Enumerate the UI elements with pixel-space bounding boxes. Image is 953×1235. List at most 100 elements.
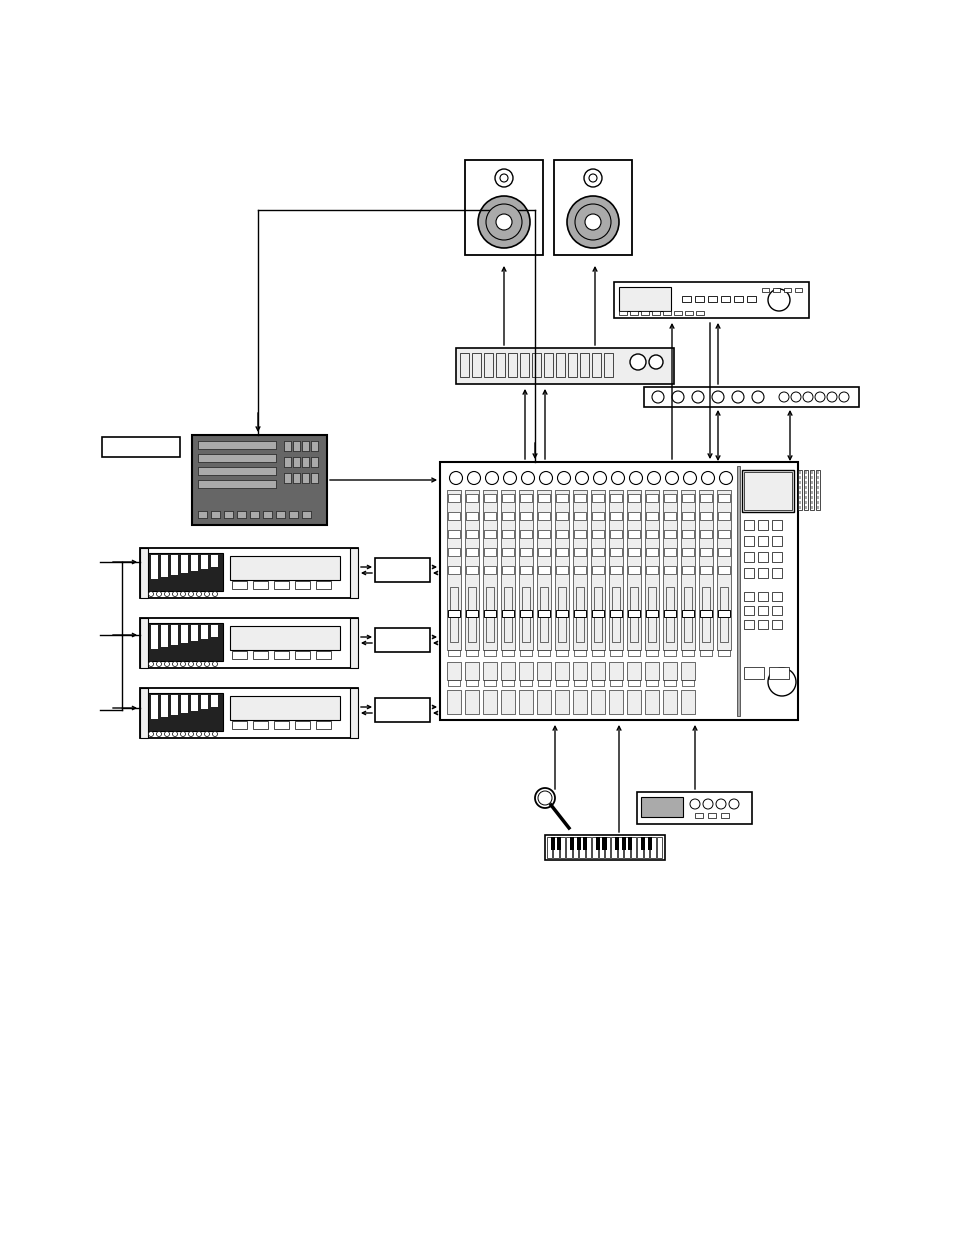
Bar	[804, 480, 806, 484]
Bar	[733, 296, 742, 303]
Circle shape	[149, 731, 153, 736]
Bar	[681, 610, 693, 618]
Bar	[501, 494, 514, 501]
Bar	[810, 501, 812, 504]
Bar	[771, 568, 781, 578]
Bar	[718, 494, 729, 501]
Bar	[816, 506, 818, 509]
Circle shape	[172, 662, 177, 667]
Bar	[627, 837, 632, 850]
Bar	[140, 688, 357, 739]
Circle shape	[496, 214, 512, 230]
Bar	[556, 513, 567, 520]
Bar	[544, 835, 664, 860]
Bar	[771, 620, 781, 629]
Circle shape	[629, 472, 641, 484]
Bar	[483, 680, 496, 685]
Bar	[302, 457, 309, 467]
Circle shape	[700, 472, 714, 484]
Bar	[181, 555, 188, 573]
Bar	[496, 353, 504, 377]
Bar	[758, 606, 767, 615]
Bar	[609, 610, 621, 618]
Circle shape	[164, 731, 170, 736]
Bar	[743, 620, 753, 629]
Circle shape	[172, 592, 177, 597]
Bar	[645, 548, 658, 556]
Bar	[574, 566, 585, 574]
Circle shape	[499, 174, 507, 182]
Bar	[140, 548, 148, 598]
Bar	[700, 650, 711, 656]
Bar	[637, 837, 642, 858]
Bar	[574, 610, 585, 618]
Bar	[758, 536, 767, 546]
Bar	[700, 494, 711, 501]
Circle shape	[651, 391, 663, 403]
Bar	[501, 548, 514, 556]
Bar	[700, 548, 711, 556]
Bar	[253, 721, 268, 729]
Bar	[448, 548, 459, 556]
Bar	[148, 553, 223, 592]
Bar	[651, 311, 659, 315]
Bar	[519, 353, 529, 377]
Bar	[181, 625, 188, 643]
Circle shape	[539, 472, 552, 484]
Circle shape	[647, 472, 659, 484]
Bar	[465, 610, 477, 618]
Bar	[612, 587, 619, 642]
Bar	[148, 622, 223, 661]
Bar	[592, 650, 603, 656]
Bar	[645, 680, 658, 685]
Bar	[230, 556, 339, 580]
Bar	[576, 837, 580, 850]
Bar	[302, 473, 309, 483]
Bar	[815, 471, 820, 510]
Circle shape	[689, 799, 700, 809]
Circle shape	[156, 662, 161, 667]
Circle shape	[665, 472, 678, 484]
Circle shape	[767, 668, 795, 697]
Bar	[447, 690, 460, 714]
Bar	[574, 530, 585, 538]
Bar	[456, 348, 673, 384]
Bar	[253, 580, 268, 589]
Bar	[718, 548, 729, 556]
Bar	[663, 548, 676, 556]
Bar	[439, 462, 797, 720]
Bar	[311, 441, 317, 451]
Bar	[161, 625, 168, 647]
Bar	[627, 610, 639, 618]
Bar	[350, 618, 357, 668]
Bar	[500, 662, 515, 680]
Bar	[102, 437, 180, 457]
Bar	[350, 688, 357, 739]
Bar	[804, 501, 806, 504]
Circle shape	[213, 592, 217, 597]
Bar	[553, 837, 558, 858]
Bar	[555, 490, 568, 650]
Bar	[537, 490, 551, 650]
Bar	[741, 471, 793, 513]
Circle shape	[164, 662, 170, 667]
Bar	[592, 353, 600, 377]
Bar	[743, 568, 753, 578]
Bar	[171, 625, 178, 645]
Bar	[537, 548, 550, 556]
Bar	[590, 662, 604, 680]
Circle shape	[521, 472, 534, 484]
Bar	[148, 693, 223, 731]
Circle shape	[204, 731, 210, 736]
Bar	[191, 625, 198, 641]
Bar	[673, 311, 681, 315]
Bar	[615, 837, 618, 850]
Bar	[198, 467, 275, 475]
Bar	[627, 513, 639, 520]
Bar	[797, 471, 801, 510]
Bar	[464, 690, 478, 714]
Bar	[647, 837, 651, 850]
Bar	[799, 471, 801, 474]
Bar	[618, 311, 626, 315]
Bar	[201, 555, 208, 569]
